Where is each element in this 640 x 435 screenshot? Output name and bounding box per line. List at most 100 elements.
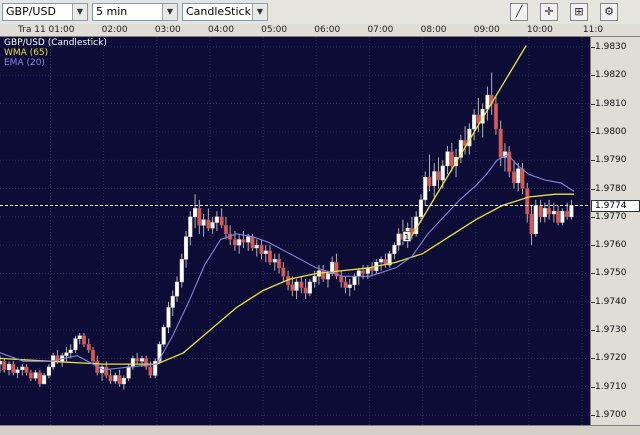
x-tick-label: 10:00 bbox=[526, 25, 553, 35]
y-tick-label: 1.9720 bbox=[595, 353, 627, 364]
settings-button[interactable]: ⚙ bbox=[600, 3, 618, 21]
candle-body-up bbox=[201, 219, 206, 226]
candle-body-down bbox=[144, 358, 149, 368]
y-tick bbox=[591, 330, 595, 332]
y-tick-label: 1.9750 bbox=[595, 268, 627, 279]
candle-body-up bbox=[307, 281, 312, 294]
candle-body-down bbox=[28, 372, 33, 379]
y-tick-label: 1.9820 bbox=[595, 70, 627, 81]
candle-body-down bbox=[409, 227, 414, 235]
candle-body-up bbox=[312, 276, 317, 283]
legend-ema: EMA (20) bbox=[4, 58, 45, 68]
interval-select[interactable]: 5 min ▼ bbox=[92, 3, 178, 21]
zoom-button[interactable]: ⊞ bbox=[570, 3, 588, 21]
candle-body-down bbox=[277, 259, 282, 269]
candle-body-up bbox=[77, 335, 82, 339]
candle-body-up bbox=[153, 361, 158, 376]
candle-body-down bbox=[299, 281, 304, 288]
date-label: Tra 11 bbox=[18, 25, 46, 35]
candle-body-up bbox=[73, 338, 78, 351]
y-tick bbox=[591, 46, 595, 48]
candle-body-up bbox=[356, 270, 361, 277]
draw-line-button[interactable]: ╱ bbox=[510, 3, 528, 21]
x-tick-label: 02:00 bbox=[101, 25, 128, 35]
chart-toolbar: GBP/USD ▼ 5 min ▼ CandleStick ▼ ╱ ✛ ⊞ ⚙ bbox=[0, 0, 640, 25]
candle-body-up bbox=[392, 244, 397, 254]
chevron-down-icon[interactable]: ▼ bbox=[252, 4, 267, 20]
y-tick-label: 1.9740 bbox=[595, 296, 627, 307]
gear-icon: ⚙ bbox=[604, 5, 614, 18]
candle-body-down bbox=[206, 219, 211, 229]
zoom-icon: ⊞ bbox=[574, 5, 584, 18]
y-tick-label: 1.9790 bbox=[595, 155, 627, 166]
ema-20-line bbox=[0, 153, 575, 371]
candle-body-up bbox=[126, 366, 131, 379]
candle-body-down bbox=[37, 372, 42, 385]
candle-body-up bbox=[6, 363, 12, 371]
candle-body-down bbox=[104, 366, 109, 376]
candle-body-up bbox=[396, 233, 401, 246]
trade-marker bbox=[402, 231, 412, 242]
candle-body-down bbox=[427, 176, 432, 186]
candle-body-down bbox=[148, 366, 153, 376]
candle-body-up bbox=[472, 114, 477, 130]
crosshair-button[interactable]: ✛ bbox=[540, 3, 558, 21]
y-tick-label: 1.9730 bbox=[595, 325, 627, 336]
candle-body-down bbox=[24, 366, 29, 373]
current-price-label: 1.9774 bbox=[591, 199, 640, 212]
candle-body-up bbox=[560, 210, 565, 223]
candle-body-down bbox=[11, 363, 16, 373]
candle-body-up bbox=[379, 259, 384, 263]
x-tick-label: 04:00 bbox=[207, 25, 234, 35]
time-axis: Tra 11 01:00 02:00 03:00 04:00 05:00 06:00 07:… bbox=[0, 24, 640, 37]
candle-body-down bbox=[321, 270, 326, 280]
candle-body-down bbox=[250, 236, 255, 249]
candle-body-down bbox=[498, 128, 503, 158]
candle-body-up bbox=[458, 140, 463, 158]
y-tick-label: 1.9780 bbox=[595, 183, 627, 194]
candle-body-up bbox=[113, 375, 118, 382]
candle-body-down bbox=[259, 244, 264, 254]
candle-body-up bbox=[46, 366, 51, 376]
candle-body-up bbox=[214, 216, 219, 223]
candle-body-up bbox=[263, 250, 268, 254]
candle-body-up bbox=[294, 281, 299, 291]
candle-body-up bbox=[170, 295, 175, 308]
draw-line-icon: ╱ bbox=[515, 5, 523, 18]
candle-body-down bbox=[108, 375, 113, 382]
chart-style-select[interactable]: CandleStick ▼ bbox=[182, 3, 268, 21]
candle-body-up bbox=[183, 236, 189, 260]
chevron-down-icon[interactable]: ▼ bbox=[162, 4, 177, 20]
candle-body-down bbox=[2, 361, 7, 371]
candle-body-up bbox=[254, 244, 259, 249]
price-axis[interactable]: 1.9830 1.9820 1.9810 1.9800 1.9790 1.9780 1.97… bbox=[590, 37, 640, 425]
candle-body-up bbox=[64, 352, 69, 356]
candle-body-up bbox=[33, 372, 38, 379]
candle-body-up bbox=[272, 259, 277, 263]
candle-body-down bbox=[290, 284, 295, 291]
y-tick bbox=[591, 131, 595, 133]
trade-marker-label: 1 bbox=[404, 233, 409, 242]
candle-body-up bbox=[166, 307, 171, 328]
chart-plot-area[interactable]: 1 GBP/USD (Candlestick) WMA (65) EMA (20… bbox=[0, 37, 590, 425]
y-tick-label: 1.9770 bbox=[595, 211, 627, 222]
y-tick bbox=[591, 245, 595, 247]
candlestick-chart[interactable]: 1 bbox=[0, 37, 590, 425]
candle-body-up bbox=[157, 344, 162, 362]
x-tick-label: 05:00 bbox=[261, 25, 288, 35]
candle-body-down bbox=[370, 267, 375, 271]
y-tick bbox=[591, 188, 595, 190]
candle-body-down bbox=[86, 344, 91, 351]
candle-body-down bbox=[303, 287, 308, 294]
chevron-down-icon[interactable]: ▼ bbox=[72, 4, 87, 20]
candle-body-up bbox=[516, 168, 521, 184]
candle-body-up bbox=[68, 349, 73, 354]
y-tick-label: 1.9760 bbox=[595, 240, 627, 251]
symbol-select[interactable]: GBP/USD ▼ bbox=[2, 3, 88, 21]
horizontal-scrollbar[interactable] bbox=[0, 425, 640, 435]
y-tick-label: 1.9700 bbox=[595, 410, 627, 421]
x-tick-label: 08:00 bbox=[420, 25, 447, 35]
candle-body-down bbox=[529, 213, 534, 235]
candle-body-down bbox=[493, 103, 498, 130]
